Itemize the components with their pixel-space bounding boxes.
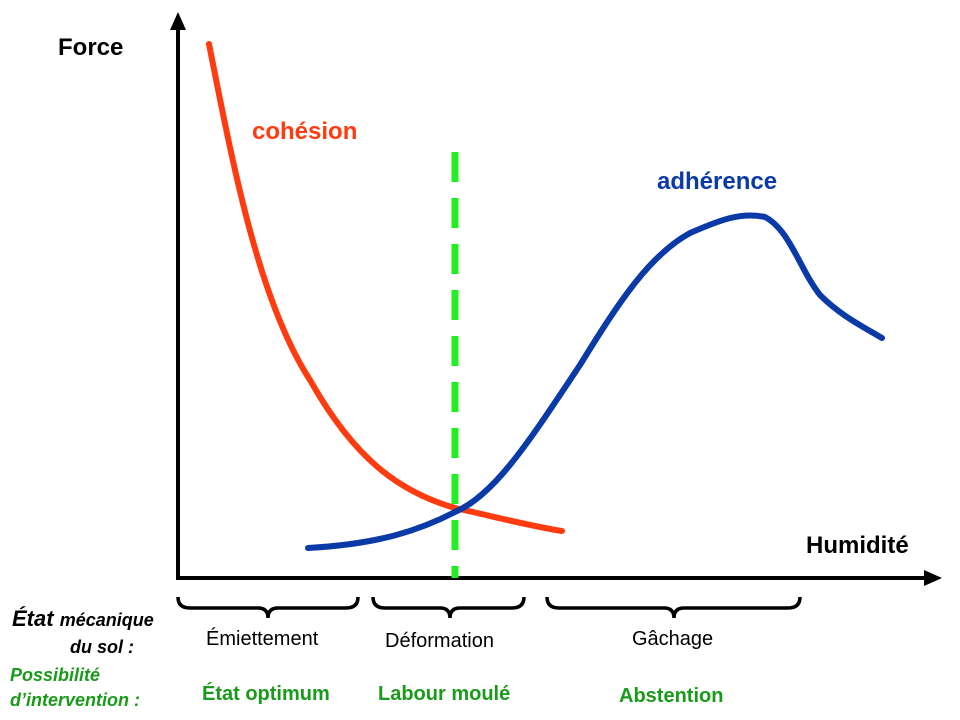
- phase-action-abstention: Abstention: [619, 685, 724, 707]
- cohesion-curve: [206, 41, 565, 534]
- adherence-label: adhérence: [657, 168, 778, 195]
- brace-gachage: [545, 596, 802, 619]
- intervention-row-label-line1: Possibilité: [10, 665, 101, 685]
- y-axis-arrow: [170, 12, 186, 30]
- phase-action-etat-optimum: État optimum: [202, 683, 330, 705]
- phase-action-labour-moule: Labour moulé: [378, 683, 511, 705]
- y-axis-title: Force: [58, 34, 124, 61]
- x-axis-arrow: [924, 570, 942, 586]
- state-row-label-line2: du sol :: [70, 637, 134, 657]
- state-row-label-main: État: [12, 606, 54, 631]
- phase-state-deformation: Déformation: [385, 630, 494, 652]
- adherence-curve: [305, 212, 885, 551]
- cohesion-label: cohésion: [252, 118, 358, 145]
- intervention-row-label-line2: d’intervention :: [10, 690, 140, 710]
- brace-deformation: [371, 596, 526, 619]
- phase-state-emiettement: Émiettement: [206, 628, 319, 650]
- state-row-label-small: mécanique: [59, 610, 154, 630]
- phase-state-gachage: Gâchage: [632, 628, 714, 650]
- brace-emiettement: [176, 596, 360, 619]
- state-row-label: État mécanique: [12, 606, 154, 632]
- x-axis-title: Humidité: [806, 532, 909, 559]
